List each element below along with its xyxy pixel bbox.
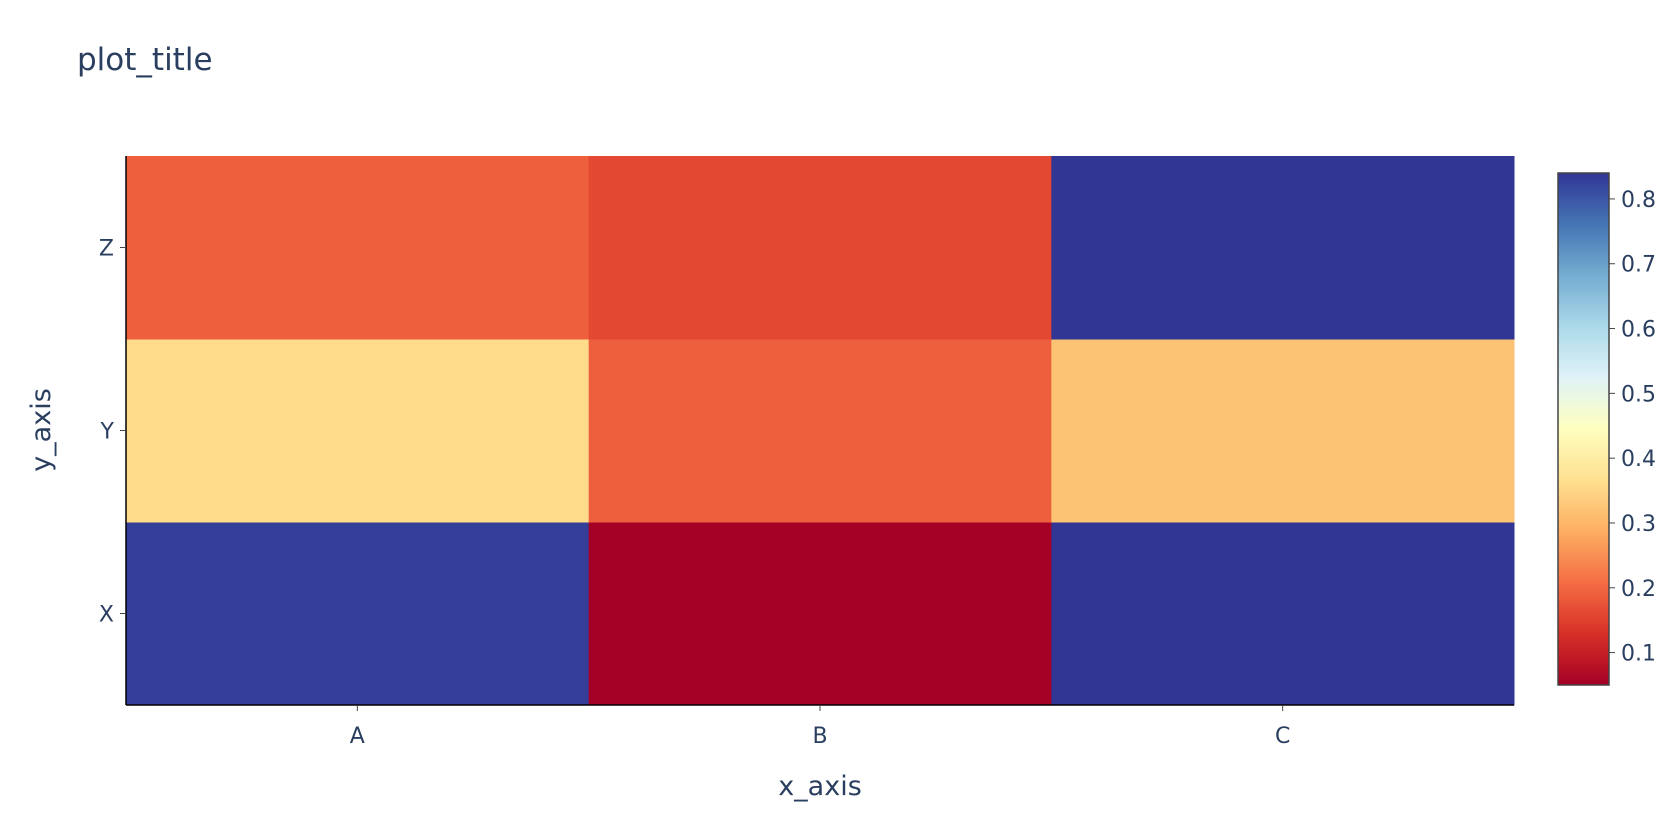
colorbar-ticks: 0.1 0.2 0.3 0.4 0.5 0.6 0.7 0.8	[1609, 188, 1656, 667]
chart-title: plot_title	[77, 42, 213, 78]
heatmap-cell	[126, 339, 590, 523]
y-tick-label: Y	[100, 420, 115, 445]
colorbar-tick-label: 0.7	[1621, 253, 1656, 278]
heatmap-cell	[588, 156, 1052, 340]
colorbar-tick-label: 0.4	[1621, 447, 1656, 472]
colorbar-gradient	[1557, 172, 1610, 686]
heatmap-cell	[588, 339, 1052, 523]
colorbar-tick-label: 0.8	[1621, 188, 1656, 213]
colorbar-tick-label: 0.6	[1621, 318, 1656, 343]
y-tick-label: Z	[99, 237, 114, 262]
heatmap-cell	[1051, 339, 1515, 523]
y-axis-title: y_axis	[26, 388, 57, 472]
x-tick-label: B	[812, 724, 827, 749]
heatmap-cell	[126, 522, 590, 706]
colorbar: 0.1 0.2 0.3 0.4 0.5 0.6 0.7 0.8	[1557, 172, 1656, 686]
colorbar-tick-label: 0.2	[1621, 577, 1656, 602]
heatmap-cell	[1051, 156, 1515, 340]
heatmap-cells	[126, 156, 1515, 706]
x-tick-label: A	[350, 724, 365, 749]
y-tick-label: X	[99, 603, 114, 628]
heatmap-cell	[588, 522, 1052, 706]
heatmap-cell	[126, 156, 590, 340]
x-tick-label: C	[1275, 724, 1290, 749]
x-ticks: A B C	[350, 705, 1290, 749]
y-ticks: X Y Z	[99, 237, 126, 628]
x-axis-title: x_axis	[778, 771, 862, 802]
colorbar-tick-label: 0.5	[1621, 382, 1656, 407]
colorbar-tick-label: 0.3	[1621, 512, 1656, 537]
colorbar-tick-label: 0.1	[1621, 642, 1656, 667]
heatmap-cell	[1051, 522, 1515, 706]
